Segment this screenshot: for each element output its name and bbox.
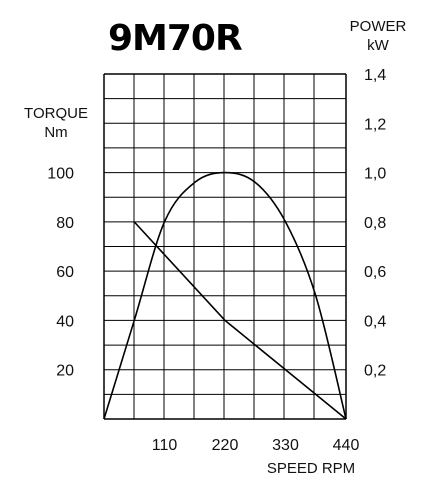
x-tick-label: 220	[212, 437, 239, 454]
left-axis-ticks: 20 40 60 80 100	[47, 166, 74, 380]
left-tick-label: 80	[56, 215, 74, 232]
chart-title: 9M70R	[108, 18, 242, 59]
power-curve	[103, 171, 347, 420]
right-tick-label: 0,6	[364, 264, 386, 281]
right-tick-label: 0,2	[364, 363, 386, 380]
right-axis-label-line2: kW	[367, 37, 390, 54]
right-tick-label: 1,0	[364, 166, 386, 183]
right-tick-label: 1,4	[364, 67, 386, 84]
left-axis-label-line1: TORQUE	[24, 105, 88, 122]
x-axis-ticks: 110 220 330 440	[152, 437, 360, 454]
left-axis-label-line2: Nm	[44, 124, 67, 141]
right-axis-label-line1: POWER	[350, 18, 407, 35]
right-tick-label: 0,8	[364, 215, 386, 232]
x-axis-label: SPEED RPM	[267, 460, 355, 477]
left-tick-label: 60	[56, 264, 74, 281]
x-tick-label: 110	[152, 437, 178, 454]
right-axis-ticks: 0,2 0,4 0,6 0,8 1,0 1,2 1,4	[364, 67, 386, 380]
right-tick-label: 0,4	[364, 313, 386, 330]
chart-series	[103, 171, 347, 420]
right-tick-label: 1,2	[364, 116, 386, 133]
x-tick-label: 440	[333, 437, 360, 454]
left-tick-label: 100	[47, 166, 74, 183]
torque-curve	[133, 221, 347, 420]
left-tick-label: 40	[56, 313, 74, 330]
chart-grid	[103, 73, 347, 420]
x-tick-label: 330	[272, 437, 299, 454]
left-tick-label: 20	[56, 363, 74, 380]
